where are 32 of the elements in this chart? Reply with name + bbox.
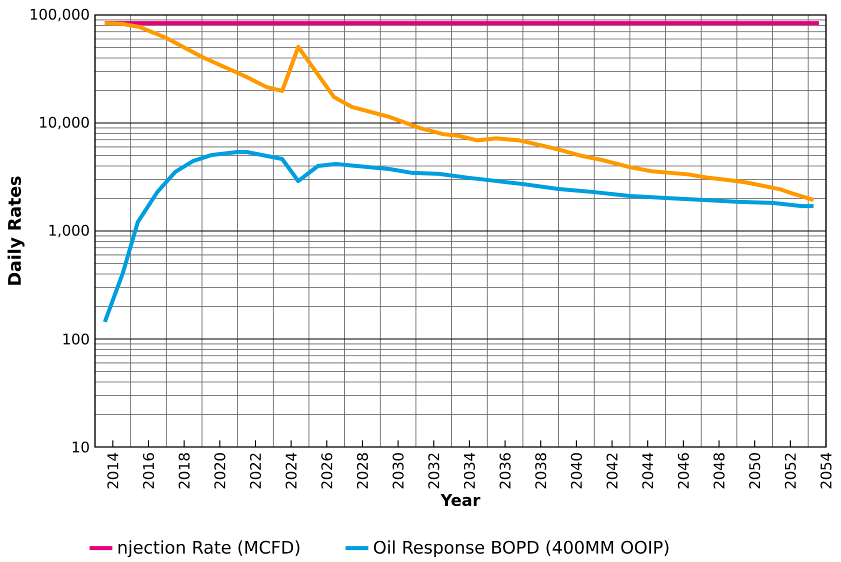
x-tick-label: 2032 [428, 454, 440, 488]
x-tick-label: 2036 [500, 453, 511, 488]
line-series [102, 150, 816, 324]
line-series [102, 21, 816, 202]
x-tick-label: 2042 [606, 454, 618, 488]
x-tick-label: 2038 [535, 453, 546, 488]
x-axis-title: Year [440, 494, 480, 506]
x-tick-label: 2030 [392, 453, 404, 488]
x-tick-label: 2022 [250, 454, 262, 488]
x-tick-label: 2040 [570, 453, 582, 488]
x-tick-label: 2034 [464, 452, 475, 488]
x-tick-label: 2018 [178, 453, 190, 488]
x-tick-label: 2054 [820, 452, 832, 488]
x-tick-label: 2046 [678, 453, 689, 488]
x-tick-label: 2050 [749, 453, 760, 488]
x-tick-label: 2028 [356, 453, 368, 488]
y-tick-label: 100 [63, 333, 89, 345]
x-tick-label: 2016 [142, 453, 154, 488]
y-axis-title: Daily Rates [8, 176, 24, 285]
x-tick-label: 2044 [642, 452, 654, 488]
legend-label: Oil Response BOPD (400MM OOIP) [374, 540, 668, 558]
x-tick-label: 2020 [214, 453, 226, 488]
x-tick-label: 2014 [107, 452, 118, 488]
x-tick-label: 2026 [321, 453, 332, 488]
y-tick-label: 10,000 [40, 116, 89, 130]
x-tick-label: 2048 [713, 453, 725, 488]
legend-label: njection Rate (MCFD) [118, 540, 300, 558]
x-tick-label: 2024 [286, 452, 297, 488]
y-tick-label: 100,000 [30, 8, 89, 22]
y-tick-label: 10 [72, 441, 89, 453]
y-tick-label: 1,000 [49, 224, 89, 238]
x-tick-label: 2052 [784, 454, 796, 488]
